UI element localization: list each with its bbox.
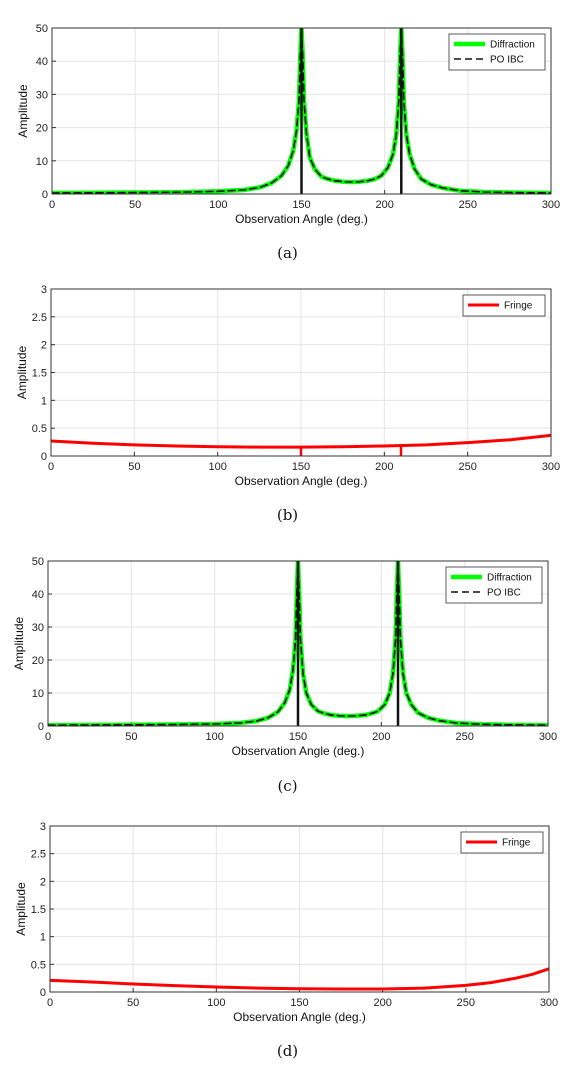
x-tick-label: 200	[375, 461, 393, 473]
legend-label: Fringe	[502, 838, 531, 849]
x-axis-label: Observation Angle (deg.)	[233, 1010, 366, 1024]
axes-box	[47, 560, 549, 727]
y-tick-label: 1.5	[32, 368, 47, 380]
x-tick-label: 300	[540, 997, 558, 1009]
legend-label: Diffraction	[487, 573, 532, 584]
x-tick-label: 0	[48, 461, 54, 473]
chart-b: 0 50 100 150 200 250 300 0 0.5 1 1.5 2 2.5 3 Observati…	[15, 284, 560, 488]
axes-box	[50, 288, 552, 457]
y-tick-label: 20	[32, 655, 44, 667]
x-axis-label: Observation Angle (deg.)	[235, 212, 368, 226]
chart-c: 0 50 100 150 200 250 300 0 10 20 30 40 50 Observation…	[12, 556, 557, 758]
y-tick-label: 2	[40, 876, 46, 888]
x-tick-label: 250	[459, 199, 477, 211]
x-tick-label: 0	[49, 199, 55, 211]
y-tick-label: 30	[32, 622, 44, 634]
y-axis-label: Amplitude	[12, 617, 26, 671]
y-tick-label: 0	[40, 987, 46, 999]
plot-series-group	[52, 28, 551, 194]
x-tick-label: 100	[209, 199, 227, 211]
y-tick-label: 2.5	[31, 849, 46, 861]
y-axis-label: Amplitude	[15, 346, 29, 400]
legend-box	[462, 294, 546, 317]
x-tick-label: 100	[208, 461, 226, 473]
y-tick-label: 50	[36, 23, 48, 35]
x-tick-label: 50	[128, 461, 140, 473]
x-tick-label: 150	[292, 461, 310, 473]
y-tick-label: 3	[40, 821, 46, 833]
y-tick-label: 40	[32, 589, 44, 601]
y-tick-label: 1	[40, 932, 46, 944]
series-line-fringe	[50, 967, 549, 991]
legend-box	[448, 33, 546, 71]
y-tick-label: 50	[32, 556, 44, 568]
y-tick-label: 0	[42, 189, 48, 201]
x-tick-label: 150	[290, 997, 308, 1009]
x-tick-label: 300	[539, 731, 557, 743]
x-tick-label: 250	[457, 997, 475, 1009]
legend-label: PO IBC	[490, 55, 524, 66]
x-tick-label: 250	[455, 731, 473, 743]
y-tick-label: 40	[36, 56, 48, 68]
x-tick-label: 300	[542, 461, 560, 473]
axes-box	[51, 27, 552, 195]
legend-label: Diffraction	[490, 40, 535, 51]
legend-label: PO IBC	[487, 588, 521, 599]
caption-c: (c)	[277, 777, 298, 795]
plot-series-group	[48, 561, 548, 726]
series-line-po-ibc	[52, 28, 551, 194]
series-line-po-ibc	[48, 561, 548, 726]
chart-d: 0 50 100 150 200 250 300 0 0.5 1 1.5 2 2.5 3 Observati…	[14, 821, 558, 1024]
y-tick-label: 1.5	[31, 904, 46, 916]
legend-label: Fringe	[504, 301, 533, 312]
legend-box	[460, 831, 544, 854]
y-tick-label: 10	[32, 688, 44, 700]
x-tick-label: 0	[47, 997, 53, 1009]
legend-box	[445, 566, 543, 604]
x-tick-label: 100	[207, 997, 225, 1009]
x-axis-label: Observation Angle (deg.)	[232, 744, 365, 758]
x-tick-label: 300	[542, 199, 560, 211]
plot-series-group	[50, 967, 549, 991]
x-tick-label: 100	[205, 731, 223, 743]
caption-a: (a)	[277, 244, 298, 262]
x-tick-label: 250	[458, 461, 476, 473]
y-tick-label: 0.5	[31, 959, 46, 971]
x-tick-label: 200	[373, 997, 391, 1009]
y-tick-label: 0	[41, 451, 47, 463]
x-tick-label: 200	[375, 199, 393, 211]
y-tick-label: 30	[36, 89, 48, 101]
y-tick-label: 1	[41, 395, 47, 407]
caption-d: (d)	[276, 1042, 299, 1060]
y-tick-label: 3	[41, 284, 47, 296]
x-axis-label: Observation Angle (deg.)	[235, 474, 368, 488]
y-tick-label: 2.5	[32, 312, 47, 324]
x-tick-label: 200	[372, 731, 390, 743]
x-tick-label: 150	[292, 199, 310, 211]
axes-box	[49, 825, 550, 993]
y-tick-label: 0	[38, 721, 44, 733]
x-tick-label: 50	[125, 731, 137, 743]
y-axis-label: Amplitude	[14, 882, 28, 936]
x-tick-label: 150	[289, 731, 307, 743]
y-tick-label: 0.5	[32, 423, 47, 435]
plot-series-group	[51, 433, 551, 456]
x-tick-label: 0	[45, 731, 51, 743]
y-tick-label: 2	[41, 340, 47, 352]
y-tick-label: 10	[36, 156, 48, 168]
y-tick-label: 20	[36, 123, 48, 135]
x-tick-label: 50	[127, 997, 139, 1009]
y-axis-label: Amplitude	[16, 84, 30, 138]
x-tick-label: 50	[129, 199, 141, 211]
caption-b: (b)	[276, 506, 299, 524]
chart-a: 0 50 100 150 200 250 300 0 10 20 30 40 50 Observation…	[16, 23, 560, 226]
